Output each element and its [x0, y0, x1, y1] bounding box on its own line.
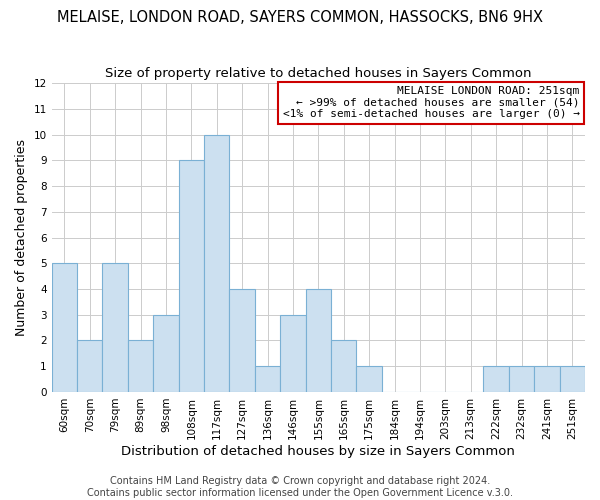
Bar	[128, 340, 153, 392]
Bar	[280, 314, 305, 392]
Bar	[255, 366, 280, 392]
Bar	[509, 366, 534, 392]
Bar	[484, 366, 509, 392]
Bar	[204, 134, 229, 392]
Title: Size of property relative to detached houses in Sayers Common: Size of property relative to detached ho…	[105, 68, 532, 80]
Bar	[229, 289, 255, 392]
Bar	[52, 263, 77, 392]
Text: MELAISE LONDON ROAD: 251sqm
← >99% of detached houses are smaller (54)
<1% of se: MELAISE LONDON ROAD: 251sqm ← >99% of de…	[283, 86, 580, 120]
Bar	[356, 366, 382, 392]
Bar	[179, 160, 204, 392]
X-axis label: Distribution of detached houses by size in Sayers Common: Distribution of detached houses by size …	[121, 444, 515, 458]
Bar	[560, 366, 585, 392]
Bar	[77, 340, 103, 392]
Bar	[305, 289, 331, 392]
Y-axis label: Number of detached properties: Number of detached properties	[15, 139, 28, 336]
Bar	[534, 366, 560, 392]
Bar	[153, 314, 179, 392]
Bar	[103, 263, 128, 392]
Text: Contains HM Land Registry data © Crown copyright and database right 2024.
Contai: Contains HM Land Registry data © Crown c…	[87, 476, 513, 498]
Text: MELAISE, LONDON ROAD, SAYERS COMMON, HASSOCKS, BN6 9HX: MELAISE, LONDON ROAD, SAYERS COMMON, HAS…	[57, 10, 543, 25]
Bar	[331, 340, 356, 392]
